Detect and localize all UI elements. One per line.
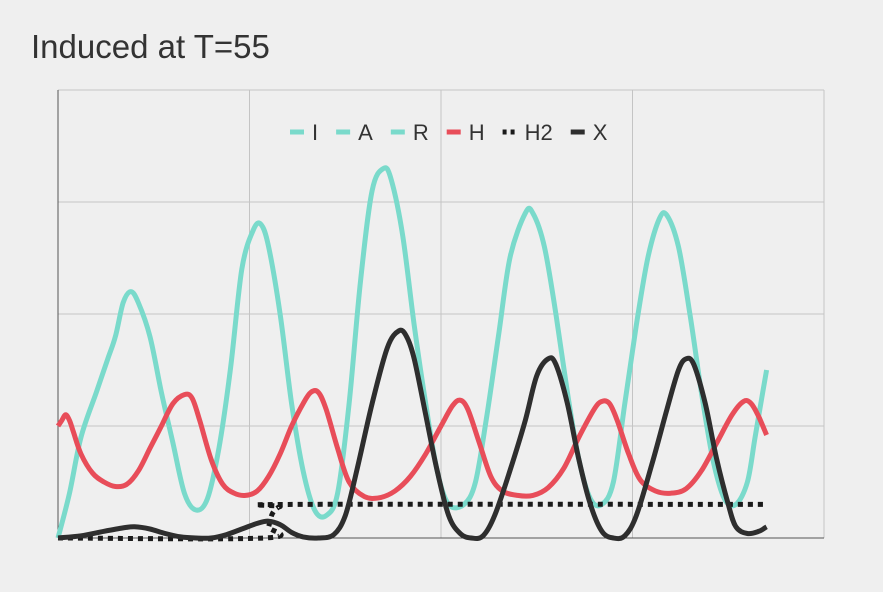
legend-label-h2: H2	[525, 120, 553, 145]
legend-label-r: R	[413, 120, 429, 145]
legend-label-x: X	[593, 120, 608, 145]
legend: I A R H H2 X	[290, 120, 608, 145]
legend-label-a: A	[358, 120, 373, 145]
legend-label-h: H	[469, 120, 485, 145]
series-line-i	[55, 165, 770, 539]
series-lines	[55, 165, 770, 542]
series-line-h	[55, 388, 769, 501]
legend-label-i: I	[312, 120, 318, 145]
grid	[57, 89, 825, 539]
series-line-h2	[57, 501, 767, 542]
chart-title: Induced at T=55	[31, 28, 270, 65]
series-line-x	[57, 327, 768, 542]
